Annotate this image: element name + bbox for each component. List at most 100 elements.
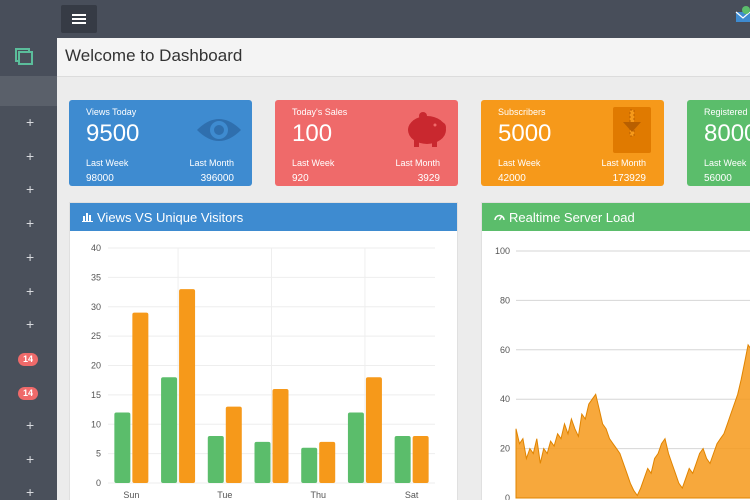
x-tick-label: Sat bbox=[405, 490, 419, 500]
plus-icon: + bbox=[26, 215, 35, 231]
bar bbox=[207, 436, 224, 483]
last-week-value: 98000 bbox=[86, 173, 114, 184]
bar bbox=[114, 412, 131, 483]
last-month-label: Last Month bbox=[189, 158, 234, 168]
piggy-bank-icon bbox=[408, 112, 446, 147]
page-header: Welcome to Dashboard bbox=[57, 38, 750, 77]
panel-title: Realtime Server Load bbox=[509, 210, 635, 225]
last-week-label: Last Week bbox=[498, 158, 541, 168]
card-value: 5000 bbox=[498, 120, 552, 147]
y-tick-label: 10 bbox=[91, 419, 101, 429]
y-tick-label: 40 bbox=[91, 243, 101, 253]
y-tick-label: 0 bbox=[96, 478, 101, 488]
y-tick-label: 100 bbox=[495, 246, 510, 256]
plus-icon: + bbox=[26, 181, 35, 197]
bar bbox=[347, 412, 364, 483]
sidebar-active-item[interactable] bbox=[0, 76, 57, 106]
bar bbox=[394, 436, 411, 483]
y-tick-label: 0 bbox=[505, 493, 510, 500]
card-value: 8000 bbox=[704, 120, 750, 147]
bar bbox=[365, 377, 382, 483]
plus-icon: + bbox=[26, 114, 35, 130]
sidebar-item[interactable]: + bbox=[0, 447, 57, 475]
plus-icon: + bbox=[26, 484, 35, 500]
x-tick-label: Thu bbox=[310, 490, 326, 500]
notification-badge: 14 bbox=[18, 353, 39, 366]
y-tick-label: 30 bbox=[91, 302, 101, 312]
last-month-value: 396000 bbox=[200, 173, 234, 184]
bar bbox=[319, 441, 336, 483]
panel-header: Views VS Unique Visitors bbox=[70, 203, 457, 231]
last-week-value: 56000 bbox=[704, 173, 732, 184]
last-week-value: 42000 bbox=[498, 173, 526, 184]
y-tick-label: 40 bbox=[500, 394, 510, 404]
bar bbox=[225, 406, 242, 483]
plus-icon: + bbox=[26, 148, 35, 164]
bar bbox=[179, 289, 196, 483]
y-tick-label: 80 bbox=[500, 295, 510, 305]
card-subscribers: Subscribers 5000 Last Week 42000 Last Mo… bbox=[481, 100, 664, 186]
bar bbox=[412, 436, 429, 483]
y-tick-label: 20 bbox=[500, 444, 510, 454]
plus-icon: + bbox=[26, 451, 35, 467]
plus-icon: + bbox=[26, 316, 35, 332]
panel-header: Realtime Server Load bbox=[482, 203, 750, 231]
y-tick-label: 5 bbox=[96, 449, 101, 459]
last-week-label: Last Week bbox=[704, 158, 747, 168]
card-label: Registered U bbox=[704, 107, 750, 117]
load-chart-panel: Realtime Server Load 0 20 40 60 80 100 bbox=[481, 202, 750, 500]
sidebar-item[interactable]: + bbox=[0, 312, 57, 340]
top-bar bbox=[0, 0, 750, 38]
bar bbox=[254, 441, 271, 483]
dashboard-icon bbox=[494, 214, 505, 221]
y-tick-label: 35 bbox=[91, 272, 101, 282]
last-month-label: Last Month bbox=[601, 158, 646, 168]
plus-icon: + bbox=[26, 283, 35, 299]
bar-chart-icon bbox=[82, 213, 93, 222]
sidebar-item[interactable]: + bbox=[0, 279, 57, 307]
x-tick-label: Sun bbox=[123, 490, 139, 500]
last-month-value: 3929 bbox=[417, 173, 440, 184]
sidebar-item-with-badge[interactable]: 14 bbox=[0, 345, 57, 373]
sidebar-item[interactable]: + bbox=[0, 144, 57, 172]
y-tick-label: 15 bbox=[91, 390, 101, 400]
last-week-label: Last Week bbox=[86, 158, 129, 168]
menu-toggle-button[interactable] bbox=[61, 5, 97, 33]
last-week-label: Last Week bbox=[292, 158, 335, 168]
plus-icon: + bbox=[26, 417, 35, 433]
views-chart-panel: Views VS Unique Visitors 0 5 10 15 20 25 30 35 4… bbox=[69, 202, 458, 500]
sidebar-item[interactable]: + bbox=[0, 177, 57, 205]
area-series bbox=[515, 343, 750, 499]
sidebar-item-with-badge[interactable]: 14 bbox=[0, 379, 57, 407]
y-tick-label: 25 bbox=[91, 331, 101, 341]
page-title: Welcome to Dashboard bbox=[65, 46, 243, 65]
panel-title: Views VS Unique Visitors bbox=[97, 210, 244, 225]
card-value: 9500 bbox=[86, 120, 140, 147]
mail-icon[interactable] bbox=[734, 4, 750, 30]
sidebar-item[interactable]: + bbox=[0, 110, 57, 138]
last-month-value: 173929 bbox=[612, 173, 646, 184]
plus-icon: + bbox=[26, 249, 35, 265]
sidebar-item[interactable]: + bbox=[0, 211, 57, 239]
bar bbox=[272, 389, 289, 483]
card-label: Subscribers bbox=[498, 107, 546, 117]
card-label: Today's Sales bbox=[292, 107, 348, 117]
windows-icon bbox=[15, 48, 33, 65]
bar bbox=[301, 447, 318, 483]
x-tick-label: Tue bbox=[217, 490, 232, 500]
hamburger-icon bbox=[72, 14, 86, 16]
sidebar-logo[interactable] bbox=[0, 38, 57, 76]
notification-badge: 14 bbox=[18, 387, 39, 400]
card-label: Views Today bbox=[86, 107, 137, 117]
sidebar-item[interactable]: + bbox=[0, 480, 57, 500]
bar bbox=[132, 312, 149, 483]
sidebar: + + + + + + +14 14 + + + bbox=[0, 38, 57, 500]
sidebar-item[interactable]: + bbox=[0, 413, 57, 441]
last-month-label: Last Month bbox=[395, 158, 440, 168]
y-tick-label: 20 bbox=[91, 361, 101, 371]
last-week-value: 920 bbox=[292, 173, 309, 184]
card-views-today: Views Today 9500 Last Week 98000 Last Mo… bbox=[69, 100, 252, 186]
sidebar-item[interactable]: + bbox=[0, 245, 57, 273]
zip-file-icon bbox=[613, 107, 651, 153]
card-registered-users: Registered U 8000 Last Week 56000 bbox=[687, 100, 750, 186]
